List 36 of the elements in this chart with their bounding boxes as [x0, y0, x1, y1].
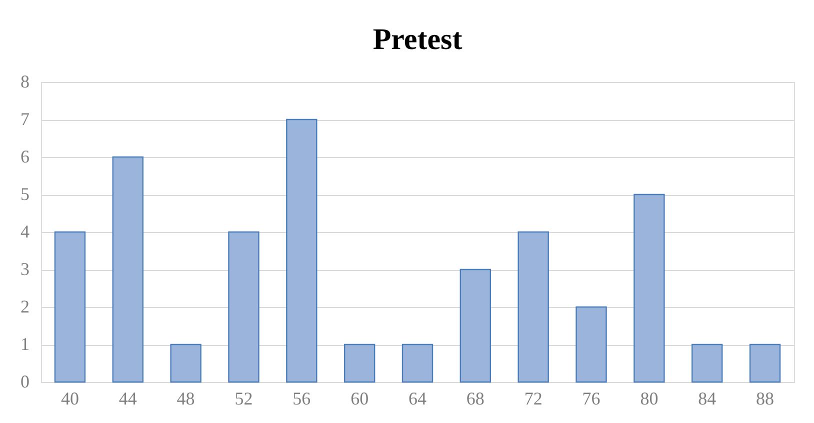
bar: [576, 306, 607, 383]
y-tick-label: 2: [20, 296, 30, 316]
x-tick-label: 80: [640, 388, 658, 408]
bar: [634, 194, 665, 383]
x-tick-label: 60: [350, 388, 369, 408]
x-tick-label: 52: [234, 388, 253, 408]
bar: [170, 344, 202, 383]
x-tick-label: 76: [582, 388, 600, 408]
x-tick-label: 68: [466, 388, 484, 408]
bar: [460, 268, 492, 383]
bar: [692, 344, 723, 383]
x-tick-label: 88: [756, 388, 774, 408]
y-tick-label: 4: [20, 222, 30, 242]
y-tick-label: 1: [20, 334, 30, 354]
bar: [228, 231, 260, 383]
x-tick-label: 40: [60, 388, 79, 408]
bar: [518, 231, 549, 383]
x-tick-label: 84: [698, 388, 716, 408]
bar: [344, 344, 376, 383]
bar: [54, 231, 86, 383]
bar: [402, 344, 434, 383]
y-tick-label: 6: [20, 146, 30, 166]
bar: [112, 156, 144, 383]
y-tick-label: 0: [20, 372, 30, 392]
x-tick-label: 48: [176, 388, 195, 408]
x-tick-label: 72: [524, 388, 542, 408]
y-tick-label: 3: [20, 259, 30, 279]
bar: [286, 118, 318, 383]
x-tick-label: 64: [408, 388, 426, 408]
x-tick-label: 44: [118, 388, 137, 408]
bar: [749, 344, 781, 383]
y-tick-label: 7: [20, 109, 30, 129]
chart-title: Pretest: [372, 23, 462, 56]
x-tick-label: 56: [292, 388, 311, 408]
y-tick-label: 5: [20, 184, 30, 204]
y-tick-label: 8: [20, 72, 30, 92]
